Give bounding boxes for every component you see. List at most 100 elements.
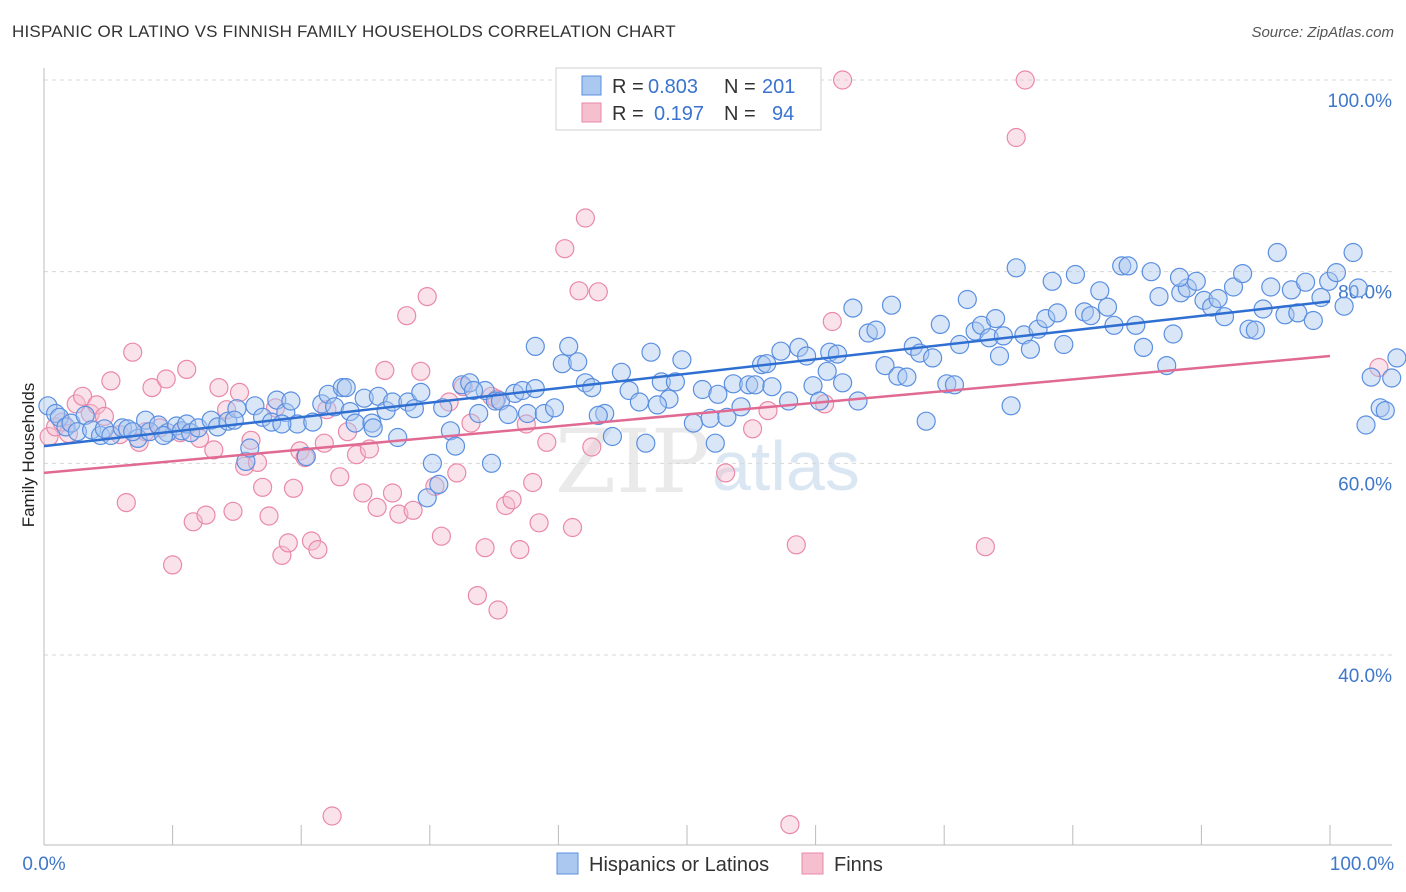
scatter-point bbox=[397, 306, 417, 326]
scatter-point bbox=[345, 413, 365, 433]
watermark-zip: ZIP bbox=[555, 410, 710, 513]
scatter-point bbox=[417, 488, 437, 508]
scatter-point bbox=[411, 361, 431, 381]
scatter-point bbox=[177, 359, 197, 379]
scatter-point bbox=[629, 392, 650, 412]
scatter-point bbox=[897, 367, 917, 387]
scatter-point bbox=[529, 513, 549, 533]
scatter-point bbox=[739, 375, 759, 395]
scatter-point bbox=[771, 341, 791, 361]
scatter-point bbox=[568, 352, 588, 372]
scatter-point bbox=[659, 389, 679, 409]
scatter-point bbox=[636, 433, 656, 453]
scatter-point bbox=[786, 535, 806, 555]
scatter-point bbox=[569, 281, 589, 301]
scatter-point bbox=[537, 432, 557, 452]
scatter-point bbox=[389, 504, 409, 524]
trendline-finns bbox=[43, 354, 1331, 475]
y-axis-title: Family Households bbox=[19, 383, 38, 528]
scatter-point bbox=[1375, 401, 1395, 421]
scatter-point bbox=[116, 493, 136, 513]
scatter-point bbox=[559, 336, 579, 356]
scatter-point bbox=[1356, 415, 1376, 435]
scatter-point bbox=[154, 425, 174, 446]
scatter-point bbox=[723, 374, 743, 394]
scatter-point bbox=[253, 477, 273, 497]
y-tick-label: 40.0% bbox=[1338, 666, 1392, 687]
scatter-point bbox=[1186, 271, 1206, 291]
scatter-point bbox=[445, 436, 466, 456]
scatter-point bbox=[588, 282, 608, 302]
scatter-point bbox=[204, 440, 224, 460]
scatter-point bbox=[433, 398, 453, 418]
scatter-point bbox=[796, 346, 817, 366]
scatter-point bbox=[1387, 348, 1406, 368]
scatter-point bbox=[447, 463, 467, 483]
scatter-point bbox=[672, 350, 692, 370]
scatter-point bbox=[588, 405, 608, 425]
scatter-point bbox=[229, 382, 250, 402]
scatter-point bbox=[1015, 70, 1035, 90]
scatter-point bbox=[1006, 127, 1026, 148]
scatter-point bbox=[45, 403, 66, 424]
scatter-point bbox=[989, 346, 1010, 366]
scatter-point bbox=[287, 414, 307, 434]
scatter-point bbox=[1097, 297, 1118, 317]
scatter-point bbox=[314, 433, 334, 453]
scatter-point bbox=[582, 378, 602, 398]
scatter-point bbox=[422, 453, 442, 473]
scatter-point bbox=[431, 526, 451, 546]
y-tick-label: 60.0% bbox=[1338, 474, 1392, 495]
scatter-point bbox=[296, 447, 316, 467]
scatter-point bbox=[1126, 315, 1146, 335]
stats-n-value-blue: 201 bbox=[762, 76, 795, 98]
scatter-point bbox=[1370, 398, 1390, 418]
scatter-point bbox=[354, 388, 374, 408]
scatter-point bbox=[72, 386, 93, 406]
scatter-point bbox=[937, 374, 957, 394]
scatter-point bbox=[353, 483, 373, 503]
scatter-point bbox=[283, 478, 304, 498]
scatter-point bbox=[1223, 277, 1244, 297]
scatter-point bbox=[272, 545, 292, 565]
scatter-point bbox=[322, 806, 342, 826]
scatter-point bbox=[101, 371, 121, 391]
scatter-point bbox=[510, 539, 530, 560]
scatter-point bbox=[1020, 339, 1041, 359]
scatter-point bbox=[745, 375, 765, 395]
scatter-point bbox=[1267, 242, 1287, 263]
scatter-point bbox=[1054, 334, 1074, 355]
scatter-point bbox=[417, 287, 437, 307]
scatter-point bbox=[665, 372, 686, 392]
scatter-point bbox=[241, 430, 261, 450]
scatter-point bbox=[382, 483, 403, 503]
scatter-point bbox=[1149, 287, 1169, 307]
scatter-point bbox=[575, 208, 596, 228]
scatter-point bbox=[1047, 303, 1068, 323]
scatter-point bbox=[67, 422, 88, 442]
scatter-point bbox=[1118, 256, 1138, 276]
legend-swatch-hispanics bbox=[556, 852, 579, 875]
scatter-point bbox=[404, 399, 424, 419]
watermark-atlas: atlas bbox=[712, 427, 860, 505]
scatter-point bbox=[602, 426, 623, 447]
scatter-point bbox=[403, 500, 423, 520]
scatter-point bbox=[1369, 357, 1389, 378]
scatter-point bbox=[1208, 288, 1228, 309]
stats-r-value-pink: 0.197 bbox=[654, 103, 704, 125]
scatter-point bbox=[1006, 258, 1026, 278]
scatter-point bbox=[647, 395, 668, 415]
scatter-point bbox=[475, 538, 495, 558]
scatter-point bbox=[498, 404, 518, 425]
scatter-point bbox=[523, 472, 543, 493]
scatter-point bbox=[1194, 290, 1214, 310]
scatter-point bbox=[822, 311, 842, 332]
scatter-point bbox=[705, 433, 725, 453]
scatter-point bbox=[544, 398, 565, 418]
scatter-point bbox=[276, 402, 296, 423]
trendline-hispanics bbox=[43, 300, 1331, 448]
scatter-point bbox=[875, 356, 895, 376]
scatter-point bbox=[717, 407, 737, 427]
scatter-point bbox=[1163, 324, 1183, 344]
scatter-point bbox=[411, 382, 431, 402]
